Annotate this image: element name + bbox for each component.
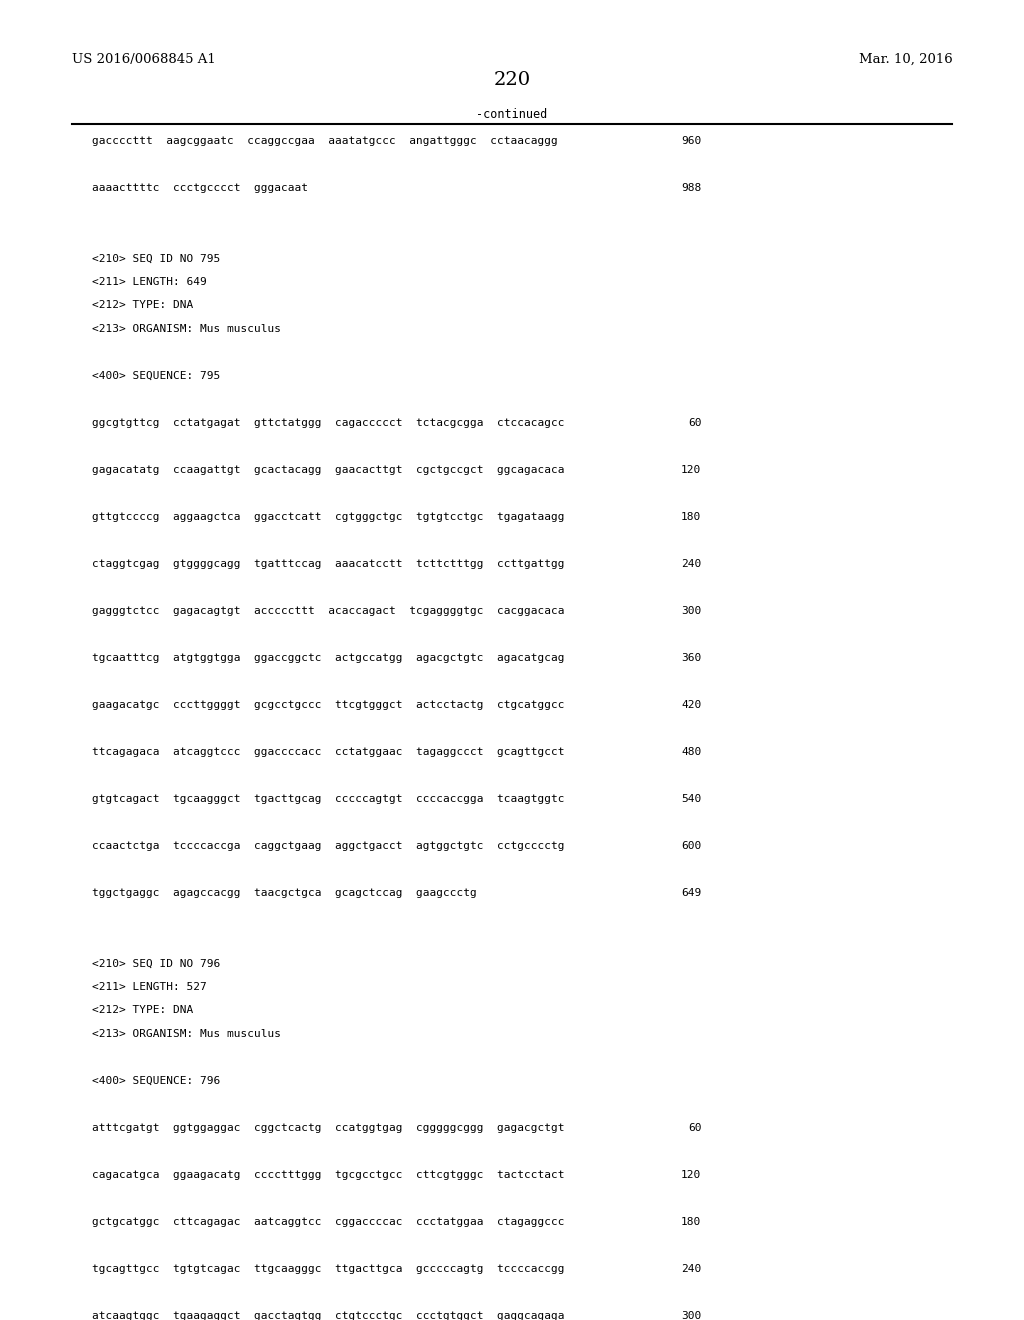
Text: gagacatatg  ccaagattgt  gcactacagg  gaacacttgt  cgctgccgct  ggcagacaca: gagacatatg ccaagattgt gcactacagg gaacact…: [92, 465, 564, 475]
Text: <400> SEQUENCE: 795: <400> SEQUENCE: 795: [92, 371, 220, 381]
Text: <212> TYPE: DNA: <212> TYPE: DNA: [92, 1006, 194, 1015]
Text: 600: 600: [681, 841, 701, 851]
Text: gtgtcagact  tgcaagggct  tgacttgcag  cccccagtgt  ccccaccgga  tcaagtggtc: gtgtcagact tgcaagggct tgacttgcag cccccag…: [92, 793, 564, 804]
Text: cagacatgca  ggaagacatg  cccctttggg  tgcgcctgcc  cttcgtgggc  tactcctact: cagacatgca ggaagacatg cccctttggg tgcgcct…: [92, 1170, 564, 1180]
Text: 60: 60: [688, 418, 701, 428]
Text: 960: 960: [681, 136, 701, 147]
Text: 180: 180: [681, 1217, 701, 1226]
Text: 240: 240: [681, 558, 701, 569]
Text: 480: 480: [681, 747, 701, 756]
Text: 120: 120: [681, 465, 701, 475]
Text: tggctgaggc  agagccacgg  taacgctgca  gcagctccag  gaagccctg: tggctgaggc agagccacgg taacgctgca gcagctc…: [92, 888, 477, 898]
Text: Mar. 10, 2016: Mar. 10, 2016: [858, 53, 952, 66]
Text: ttcagagaca  atcaggtccc  ggaccccacc  cctatggaac  tagaggccct  gcagttgcct: ttcagagaca atcaggtccc ggaccccacc cctatgg…: [92, 747, 564, 756]
Text: atttcgatgt  ggtggaggac  cggctcactg  ccatggtgag  cgggggcggg  gagacgctgt: atttcgatgt ggtggaggac cggctcactg ccatggt…: [92, 1123, 564, 1133]
Text: tgcaatttcg  atgtggtgga  ggaccggctc  actgccatgg  agacgctgtc  agacatgcag: tgcaatttcg atgtggtgga ggaccggctc actgcca…: [92, 653, 564, 663]
Text: <210> SEQ ID NO 795: <210> SEQ ID NO 795: [92, 253, 220, 264]
Text: atcaagtggc  tgaagaggct  gacctagtgg  ctgtccctgc  ccctgtggct  gaggcagaga: atcaagtggc tgaagaggct gacctagtgg ctgtccc…: [92, 1311, 564, 1320]
Text: US 2016/0068845 A1: US 2016/0068845 A1: [72, 53, 215, 66]
Text: ccaactctga  tccccaccga  caggctgaag  aggctgacct  agtggctgtc  cctgcccctg: ccaactctga tccccaccga caggctgaag aggctga…: [92, 841, 564, 851]
Text: 180: 180: [681, 512, 701, 521]
Text: <211> LENGTH: 527: <211> LENGTH: 527: [92, 982, 207, 991]
Text: 60: 60: [688, 1123, 701, 1133]
Text: gttgtccccg  aggaagctca  ggacctcatt  cgtgggctgc  tgtgtcctgc  tgagataagg: gttgtccccg aggaagctca ggacctcatt cgtgggc…: [92, 512, 564, 521]
Text: 988: 988: [681, 183, 701, 193]
Text: ctaggtcgag  gtggggcagg  tgatttccag  aaacatcctt  tcttctttgg  ccttgattgg: ctaggtcgag gtggggcagg tgatttccag aaacatc…: [92, 558, 564, 569]
Text: gctgcatggc  cttcagagac  aatcaggtcc  cggaccccac  ccctatggaa  ctagaggccc: gctgcatggc cttcagagac aatcaggtcc cggaccc…: [92, 1217, 564, 1226]
Text: 220: 220: [494, 71, 530, 90]
Text: gagggtctcc  gagacagtgt  acccccttt  acaccagact  tcgaggggtgc  cacggacaca: gagggtctcc gagacagtgt acccccttt acaccaga…: [92, 606, 564, 616]
Text: 120: 120: [681, 1170, 701, 1180]
Text: <210> SEQ ID NO 796: <210> SEQ ID NO 796: [92, 958, 220, 969]
Text: <213> ORGANISM: Mus musculus: <213> ORGANISM: Mus musculus: [92, 323, 282, 334]
Text: <400> SEQUENCE: 796: <400> SEQUENCE: 796: [92, 1076, 220, 1086]
Text: <212> TYPE: DNA: <212> TYPE: DNA: [92, 301, 194, 310]
Text: 649: 649: [681, 888, 701, 898]
Text: tgcagttgcc  tgtgtcagac  ttgcaagggc  ttgacttgca  gcccccagtg  tccccaccgg: tgcagttgcc tgtgtcagac ttgcaagggc ttgactt…: [92, 1263, 564, 1274]
Text: 360: 360: [681, 653, 701, 663]
Text: gaccccttt  aagcggaatc  ccaggccgaa  aaatatgccc  angattgggc  cctaacaggg: gaccccttt aagcggaatc ccaggccgaa aaatatgc…: [92, 136, 558, 147]
Text: 300: 300: [681, 606, 701, 616]
Text: 420: 420: [681, 700, 701, 710]
Text: 300: 300: [681, 1311, 701, 1320]
Text: gaagacatgc  cccttggggt  gcgcctgccc  ttcgtgggct  actcctactg  ctgcatggcc: gaagacatgc cccttggggt gcgcctgccc ttcgtgg…: [92, 700, 564, 710]
Text: 540: 540: [681, 793, 701, 804]
Text: <213> ORGANISM: Mus musculus: <213> ORGANISM: Mus musculus: [92, 1028, 282, 1039]
Text: 240: 240: [681, 1263, 701, 1274]
Text: aaaacttttc  ccctgcccct  gggacaat: aaaacttttc ccctgcccct gggacaat: [92, 183, 308, 193]
Text: -continued: -continued: [476, 108, 548, 121]
Text: ggcgtgttcg  cctatgagat  gttctatggg  cagaccccct  tctacgcgga  ctccacagcc: ggcgtgttcg cctatgagat gttctatggg cagaccc…: [92, 418, 564, 428]
Text: <211> LENGTH: 649: <211> LENGTH: 649: [92, 277, 207, 286]
